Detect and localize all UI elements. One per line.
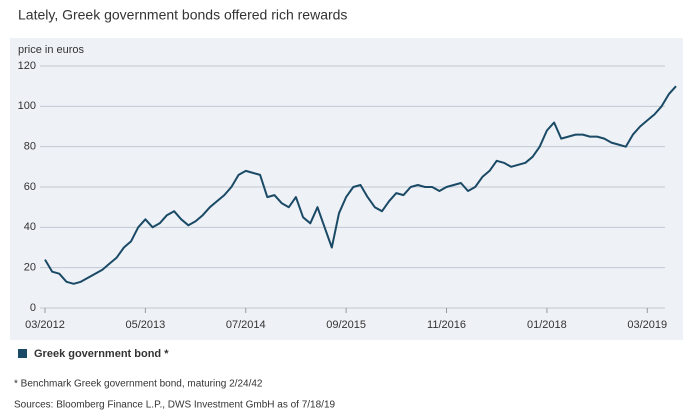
- y-tick-label: 0: [30, 302, 36, 314]
- chart-title: Lately, Greek government bonds offered r…: [18, 7, 347, 23]
- x-tick-label: 09/2015: [326, 319, 366, 331]
- price-line: [44, 85, 677, 285]
- x-tick-label: 03/2012: [25, 319, 65, 331]
- x-tick-label: 11/2016: [427, 319, 466, 331]
- x-tick-label: 07/2014: [226, 319, 266, 331]
- y-tick-label: 60: [24, 181, 36, 193]
- y-tick-label: 100: [18, 100, 36, 112]
- x-tick-label: 03/2019: [627, 319, 667, 331]
- y-tick-label: 120: [18, 60, 36, 72]
- source: Sources: Bloomberg Finance L.P., DWS Inv…: [14, 400, 336, 411]
- legend-label: Greek government bond *: [34, 348, 169, 360]
- x-tick-label: 05/2013: [125, 319, 165, 331]
- footnote: * Benchmark Greek government bond, matur…: [14, 379, 263, 390]
- y-tick-label: 40: [24, 221, 36, 233]
- y-tick-label: 80: [24, 141, 36, 153]
- x-tick-label: 01/2018: [527, 319, 567, 331]
- legend-swatch: [18, 349, 27, 358]
- panel: [10, 38, 683, 340]
- y-axis-label: price in euros: [18, 44, 85, 56]
- y-tick-label: 20: [24, 262, 36, 274]
